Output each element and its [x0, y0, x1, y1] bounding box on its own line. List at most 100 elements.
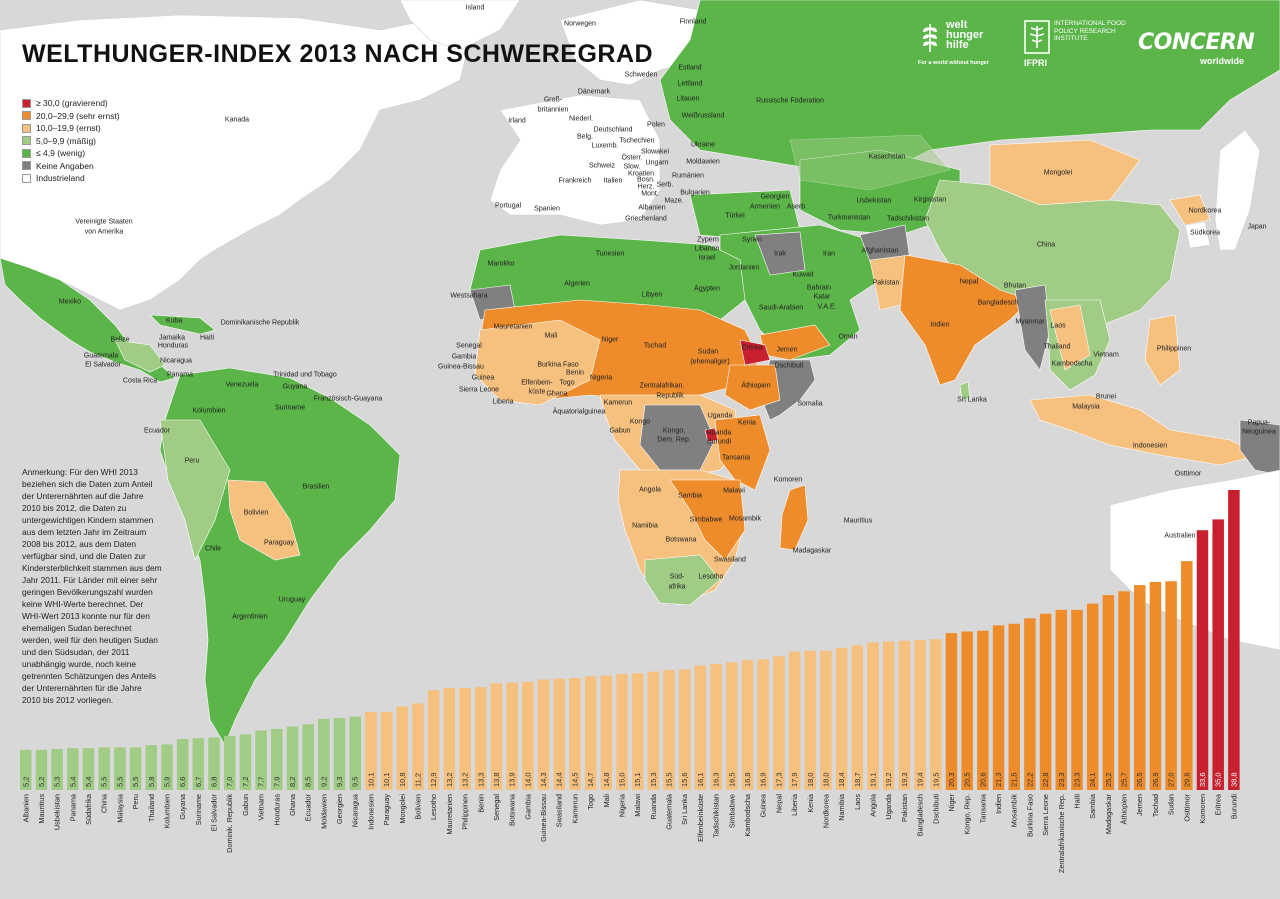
bar: [1149, 582, 1162, 790]
tick-label: Kenia: [806, 793, 815, 813]
data-label: 27,0: [1167, 772, 1176, 787]
tick-label: Indien: [994, 794, 1003, 814]
map-label: Simbabwe: [689, 516, 723, 524]
data-label: 5,5: [100, 777, 109, 787]
map-label: Paraguay: [264, 539, 294, 547]
bar: [726, 662, 738, 790]
map-label: Jemen: [776, 346, 798, 354]
map-region-greenland: [399, 0, 521, 51]
map-label: Russische Föderation: [756, 97, 824, 105]
bar: [647, 671, 660, 790]
map-label: Israel: [698, 254, 716, 262]
map-label: Schweden: [624, 71, 658, 79]
tick-label: Zentralafrikanische Rep.: [1057, 794, 1066, 873]
data-label: 13,2: [445, 772, 454, 787]
ifpri-name: INTERNATIONAL FOOD POLICY RESEARCH INSTI…: [1054, 20, 1126, 42]
map-label: Ungarn: [645, 159, 669, 167]
bar: [663, 670, 675, 790]
map-label: Irak: [774, 250, 786, 258]
map-label: Irland: [508, 117, 526, 125]
data-label: 23,3: [1057, 772, 1066, 787]
bar: [318, 718, 330, 790]
bar: [475, 687, 487, 790]
data-label: 18,4: [837, 772, 846, 787]
data-label: 16,3: [712, 772, 721, 787]
map-region-iraq: [754, 231, 806, 276]
map-label: Weißrussland: [681, 112, 725, 120]
map-region-laos-cambodia: [1049, 304, 1091, 371]
map-label: Ukraine: [690, 141, 716, 149]
map-label: Malaysia: [1072, 403, 1100, 411]
data-label: 7,7: [257, 777, 266, 787]
data-label: 14,3: [539, 772, 548, 787]
data-label: 12,9: [429, 772, 438, 787]
tick-label: Botswana: [508, 793, 517, 826]
bar: [882, 641, 895, 790]
data-label: 5,4: [84, 777, 93, 787]
bar: [412, 703, 424, 790]
tick-label: Nordkorea: [821, 793, 830, 828]
bar: [977, 630, 989, 790]
bar: [537, 679, 550, 790]
data-label: 16,1: [696, 772, 705, 787]
map-region-madagascar: [779, 484, 809, 551]
tick-label: Burkina Faso: [1025, 794, 1034, 837]
map-label: Kongo,: [662, 427, 686, 435]
map-label: Senegal: [456, 342, 482, 350]
map-label: Somalia: [797, 400, 823, 408]
map-label: britannien: [537, 106, 569, 114]
map-label: Elfenbein-: [521, 379, 553, 387]
data-label: 20,6: [978, 772, 987, 787]
data-label: 8,2: [288, 777, 297, 787]
map-label: Ägypten: [694, 285, 720, 293]
map-label: Bhutan: [1003, 282, 1027, 290]
tick-label: Dschibuti: [931, 794, 940, 824]
map-label: Norwegen: [564, 20, 596, 28]
map-label: Nordkorea: [1188, 207, 1222, 215]
data-label: 21,3: [994, 772, 1003, 787]
map-label: Mont.: [641, 190, 659, 198]
tick-label: Sierra Leone: [1041, 794, 1050, 836]
bar: [459, 687, 471, 790]
bar: [678, 669, 691, 790]
map-label: Katar: [813, 293, 831, 301]
map-region-andes: [159, 419, 231, 561]
bar: [553, 678, 565, 790]
bar: [930, 639, 942, 790]
bar: [192, 738, 205, 790]
tick-label: Burundi: [1229, 794, 1238, 820]
bar: [67, 748, 79, 790]
tick-label: Laos: [853, 794, 862, 810]
map-label: Rumänien: [672, 172, 704, 180]
map-label: Niger: [601, 336, 619, 344]
bar: [851, 645, 864, 790]
map-label: Slowakei: [640, 148, 670, 156]
bar: [522, 681, 534, 790]
bar: [114, 747, 126, 790]
map-label: Thailand: [1043, 343, 1071, 351]
data-label: 19,2: [884, 772, 893, 787]
bar: [239, 734, 252, 790]
welthungerhilfe-logo: welt hunger hilfe For a world without hu…: [918, 20, 989, 67]
map-label: Kroatien: [627, 170, 655, 178]
data-label: 5,4: [68, 777, 77, 787]
data-label: 15,0: [617, 772, 626, 787]
map-label: Venezuela: [225, 381, 259, 389]
tick-label: Bangladesch: [916, 794, 925, 836]
map-label: Griechenland: [625, 215, 667, 223]
map-label: Tunesien: [595, 250, 625, 258]
map-label: (ehemaliger): [690, 358, 730, 366]
map-label: Trinidad und Tobago: [273, 371, 337, 379]
map-label: Bosn.: [637, 176, 655, 184]
legend-item-keine-angaben: Keine Angaben: [22, 160, 120, 173]
map-label: Mali: [544, 332, 558, 340]
map-label: Panama: [166, 371, 194, 379]
map-label: Philippinen: [1156, 345, 1192, 353]
data-label: 29,6: [1182, 772, 1191, 787]
data-label: 9,2: [319, 777, 328, 787]
map-label: Costa Rica: [122, 377, 158, 385]
map-label: Armenien: [750, 203, 780, 211]
bar: [898, 640, 911, 790]
map-label: Maze.: [664, 197, 684, 205]
